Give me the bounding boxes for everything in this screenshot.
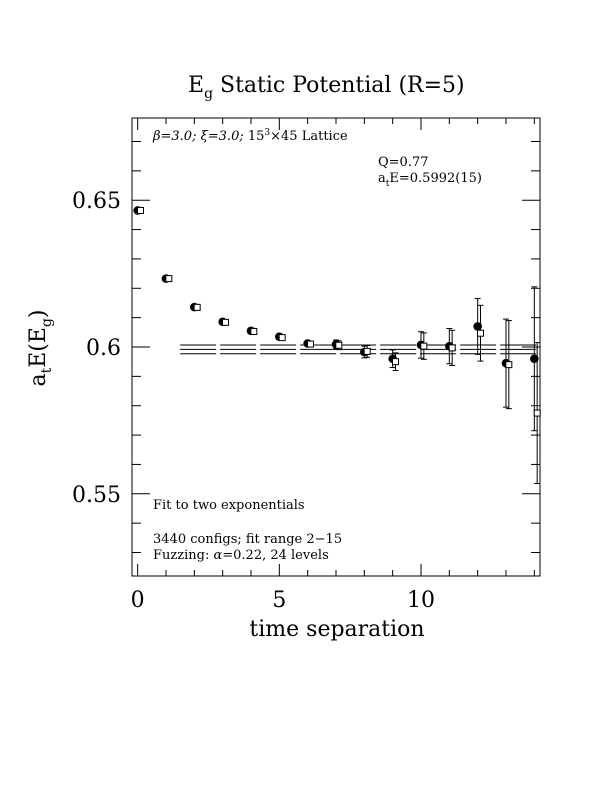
data-points (133, 206, 541, 485)
data-point-square (448, 344, 456, 352)
data-point-square (392, 358, 399, 366)
annot-xi: ξ=3.0; (201, 129, 248, 144)
title-sub: g (204, 86, 213, 102)
svg-text:atE(Eg): atE(Eg) (26, 309, 55, 386)
data-point-square (250, 327, 258, 335)
data-point-square (165, 275, 173, 283)
fuzz-rest: =0.22, 24 levels (222, 548, 329, 563)
data-point-square (278, 334, 286, 342)
data-point-square (363, 347, 371, 355)
y-tick-label: 0.65 (72, 189, 121, 214)
ylabel-mid: E(E (26, 327, 51, 368)
title-main: E (188, 73, 204, 98)
ylabel-g: g (39, 318, 55, 327)
ylabel-t: t (39, 367, 55, 373)
data-point-square (222, 318, 229, 326)
svg-text:β=3.0; ξ=3.0; 153×45 Lattice: β=3.0; ξ=3.0; 153×45 Lattice (152, 128, 348, 144)
annotation-fit-desc: Fit to two exponentials (153, 498, 305, 513)
ate-rest: E=0.5992(15) (389, 171, 482, 186)
y-tick-label: 0.6 (86, 336, 121, 361)
annot-beta: β=3.0; (152, 129, 201, 144)
annotation-top-left: β=3.0; ξ=3.0; 153×45 Lattice (152, 128, 348, 144)
annot-lat: 15 (248, 129, 265, 144)
annot-cube: 3 (264, 128, 270, 138)
data-point-square (193, 303, 201, 311)
data-point-circle (530, 354, 539, 364)
annot-tail: ×45 Lattice (270, 129, 348, 144)
fuzz-label: Fuzzing: (153, 548, 213, 563)
y-tick-label: 0.55 (72, 483, 121, 508)
y-axis-label: atE(Eg) (26, 309, 55, 386)
data-point-square (420, 342, 428, 350)
ylabel-a: a (26, 373, 51, 386)
x-tick-label: 0 (131, 588, 145, 613)
data-point-square (533, 409, 541, 417)
ate-a: a (378, 171, 386, 186)
fuzz-alpha: α (213, 548, 222, 563)
axis-tick-labels: 0 5 10 0.55 0.6 0.65 (72, 189, 435, 613)
title-rest: Static Potential (R=5) (213, 73, 465, 98)
data-point-square (137, 206, 144, 214)
chart-title: Eg Static Potential (R=5) (188, 73, 465, 102)
annotation-fuzzing: Fuzzing: α=0.22, 24 levels (153, 548, 329, 563)
annotation-ate: atE=0.5992(15) (378, 171, 482, 189)
x-tick-label: 5 (272, 588, 286, 613)
annotation-configs: 3440 configs; fit range 2−15 (153, 532, 342, 547)
data-point-square (335, 341, 343, 349)
data-point-circle (473, 322, 482, 331)
data-point-square (307, 340, 314, 348)
svg-text:Eg Static Potential (R=5): Eg Static Potential (R=5) (188, 73, 465, 102)
annotation-q: Q=0.77 (378, 155, 429, 170)
ylabel-close: ) (26, 309, 51, 318)
data-point-square (477, 329, 484, 337)
data-point-square (505, 361, 513, 369)
x-tick-label: 10 (407, 588, 435, 613)
x-axis-label: time separation (249, 617, 424, 642)
ate-t: t (386, 179, 390, 189)
